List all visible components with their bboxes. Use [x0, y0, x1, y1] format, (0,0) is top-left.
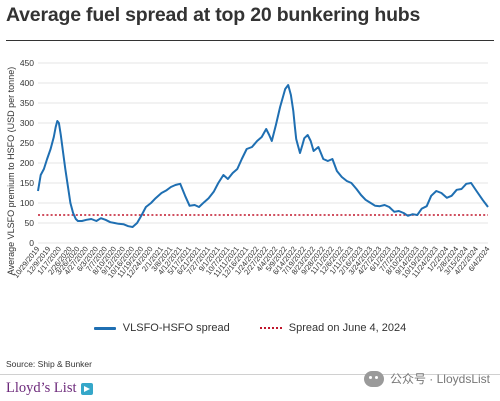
legend-swatch-dotted: [259, 327, 282, 329]
x-tick-labels: 10/29/201912/9/20191/17/20202/26/20203/2…: [11, 245, 491, 280]
y-tick-label: 100: [20, 198, 34, 208]
brand-arrow-icon: [80, 382, 93, 395]
brand-name: Lloyd’s List: [6, 380, 77, 396]
source-note: Source: Ship & Bunker: [6, 359, 92, 369]
footer-divider: [0, 374, 500, 375]
series-line-vlsfo-hsfo: [37, 84, 489, 228]
y-tick-label: 400: [20, 78, 34, 88]
brand-logo: Lloyd’s List: [6, 380, 93, 397]
watermark: 公众号 · LloydsList: [363, 370, 490, 387]
chat-bubble-icon: [363, 370, 384, 387]
legend: VLSFO-HSFO spread Spread on June 4, 2024: [0, 322, 500, 334]
legend-item-spread: VLSFO-HSFO spread: [93, 322, 230, 334]
y-tick-label: 50: [25, 218, 35, 228]
legend-label-spread: VLSFO-HSFO spread: [122, 322, 230, 334]
title-divider: [6, 40, 494, 41]
y-tick-label: 200: [20, 158, 34, 168]
y-tick-label: 0: [29, 238, 34, 248]
y-tick-label: 150: [20, 178, 34, 188]
y-tick-labels: 0 50 100 150 200 250 300 350 400 450: [20, 58, 34, 248]
legend-swatch-solid: [93, 326, 116, 330]
watermark-text: 公众号 · LloydsList: [389, 372, 490, 386]
legend-item-reference: Spread on June 4, 2024: [259, 322, 407, 334]
line-chart: 0 50 100 150 200 250 300 350 400 450 10/29/201912…: [11, 58, 491, 280]
y-tick-label: 450: [20, 58, 34, 68]
y-tick-label: 300: [20, 118, 34, 128]
y-tick-label: 350: [20, 98, 34, 108]
y-tick-label: 250: [20, 138, 34, 148]
legend-label-reference: Spread on June 4, 2024: [288, 322, 407, 334]
gridlines: [38, 62, 488, 244]
chart-title: Average fuel spread at top 20 bunkering …: [6, 4, 421, 26]
